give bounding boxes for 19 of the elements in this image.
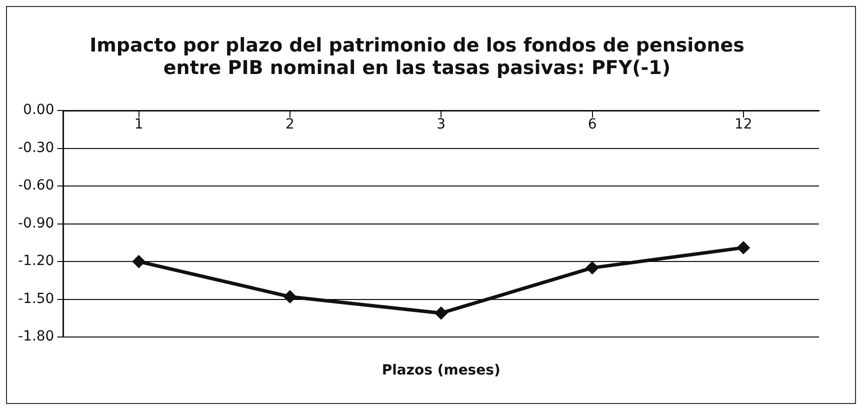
point bbox=[434, 306, 448, 320]
chart-title: Impacto por plazo del patrimonio de los fondos de pensiones entre PIB nominal en las tasas pasivas: PFY(-1) bbox=[90, 34, 744, 80]
y-tick-label: -1.50 bbox=[18, 290, 54, 307]
point bbox=[283, 290, 296, 304]
x-tick-label: 12 bbox=[734, 116, 752, 133]
y-tick-label: 0.00 bbox=[23, 102, 54, 118]
x-tick-label: 1 bbox=[134, 116, 144, 133]
y-tick-label: -1.80 bbox=[18, 328, 54, 345]
y-tick-label: -1.20 bbox=[18, 253, 54, 270]
x-tick-label: 2 bbox=[285, 116, 294, 133]
point bbox=[736, 241, 750, 254]
x-axis-title: Plazos (meses) bbox=[382, 362, 500, 379]
x-tick-label: 3 bbox=[436, 116, 446, 133]
point bbox=[586, 261, 599, 274]
x-tick-label: 6 bbox=[588, 116, 597, 133]
y-tick-label: -0.30 bbox=[18, 140, 54, 156]
y-tick-label: -0.90 bbox=[18, 215, 54, 232]
point bbox=[132, 255, 146, 268]
y-tick-label: -0.60 bbox=[18, 178, 54, 194]
